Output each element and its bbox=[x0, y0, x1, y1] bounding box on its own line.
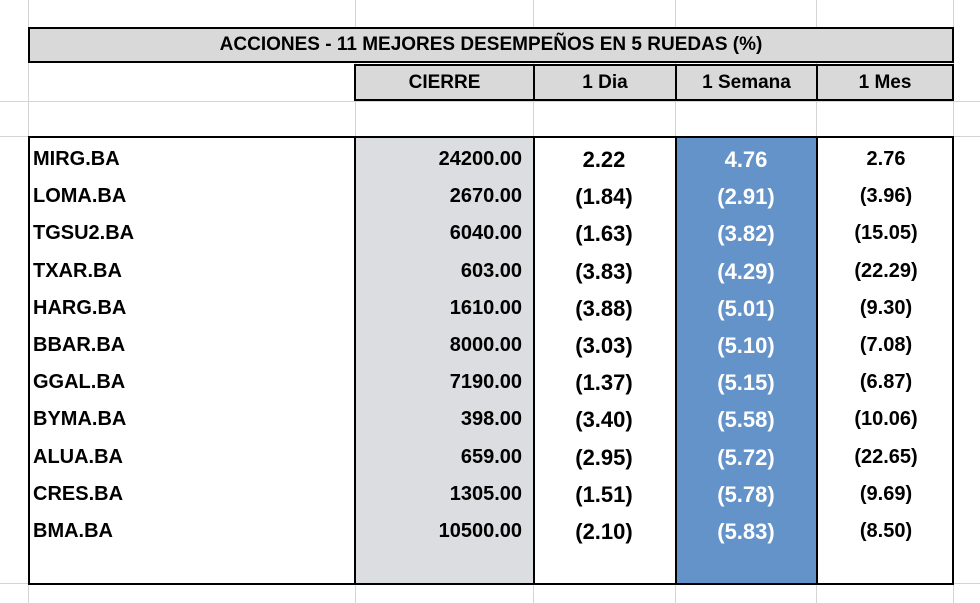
gridline bbox=[0, 101, 980, 102]
cell-ticker: GGAL.BA bbox=[33, 371, 126, 394]
ticker-column bbox=[28, 136, 356, 585]
cell-ticker: HARG.BA bbox=[33, 296, 127, 319]
cell-mes: (15.05) bbox=[854, 222, 918, 245]
cell-mes: (7.08) bbox=[859, 334, 913, 356]
cell-ticker: TXAR.BA bbox=[33, 259, 122, 282]
cell-ticker: BYMA.BA bbox=[33, 408, 127, 431]
header-cierre: CIERRE bbox=[354, 64, 535, 101]
cell-cierre: 10500.00 bbox=[438, 520, 522, 542]
cell-dia: 2.22 bbox=[582, 147, 626, 172]
cell-semana: (5.78) bbox=[717, 481, 775, 507]
cell-ticker: TGSU2.BA bbox=[33, 222, 135, 245]
cell-cierre: 1305.00 bbox=[449, 482, 522, 505]
cell-mes: (6.87) bbox=[859, 371, 913, 394]
cell-semana: (5.01) bbox=[717, 295, 775, 321]
cell-mes: (3.96) bbox=[859, 185, 913, 208]
cell-semana: (5.15) bbox=[717, 370, 775, 396]
header-1-dia: 1 Dia bbox=[533, 64, 677, 101]
cell-cierre: 8000.00 bbox=[449, 334, 522, 356]
cell-ticker: ALUA.BA bbox=[33, 445, 123, 468]
cell-dia: (1.63) bbox=[575, 221, 633, 247]
mes-column bbox=[816, 136, 954, 585]
cell-dia: (3.03) bbox=[575, 333, 633, 358]
cell-mes: (9.69) bbox=[859, 482, 913, 505]
cell-semana: (4.29) bbox=[717, 258, 775, 284]
dia-column bbox=[533, 136, 677, 585]
cell-mes: (9.30) bbox=[859, 296, 913, 319]
header-1-mes: 1 Mes bbox=[816, 64, 954, 101]
cell-dia: (3.83) bbox=[575, 258, 633, 284]
semana-column bbox=[675, 136, 818, 585]
cell-ticker: CRES.BA bbox=[33, 482, 124, 505]
cierre-column bbox=[354, 136, 535, 585]
cell-cierre: 2670.00 bbox=[449, 185, 522, 208]
cell-semana: (2.91) bbox=[717, 184, 775, 210]
cell-ticker: BBAR.BA bbox=[33, 334, 126, 356]
cell-cierre: 6040.00 bbox=[449, 222, 522, 245]
cell-cierre: 7190.00 bbox=[449, 371, 522, 394]
cell-mes: (10.06) bbox=[854, 408, 918, 431]
cell-dia: (2.10) bbox=[575, 519, 633, 544]
cell-cierre: 1610.00 bbox=[449, 296, 522, 319]
cell-cierre: 24200.00 bbox=[438, 148, 522, 170]
cell-mes: (22.65) bbox=[854, 445, 918, 468]
cell-dia: (3.88) bbox=[575, 295, 633, 321]
cell-mes: (22.29) bbox=[854, 259, 918, 282]
cell-dia: (3.40) bbox=[575, 407, 633, 433]
cell-semana: (3.82) bbox=[717, 221, 775, 247]
cell-semana: (5.83) bbox=[717, 519, 775, 544]
cell-semana: (5.58) bbox=[717, 407, 775, 433]
cell-cierre: 398.00 bbox=[460, 408, 522, 431]
cell-mes: 2.76 bbox=[866, 148, 906, 170]
cell-dia: (2.95) bbox=[575, 444, 633, 470]
cell-dia: (1.84) bbox=[575, 184, 633, 210]
cell-semana: (5.10) bbox=[717, 333, 775, 358]
cell-dia: (1.51) bbox=[575, 481, 633, 507]
cell-dia: (1.37) bbox=[575, 370, 633, 396]
cell-semana: (5.72) bbox=[717, 444, 775, 470]
cell-cierre: 659.00 bbox=[460, 445, 522, 468]
cell-ticker: LOMA.BA bbox=[33, 185, 127, 208]
cell-mes: (8.50) bbox=[859, 520, 913, 542]
header-1-semana: 1 Semana bbox=[675, 64, 818, 101]
cell-cierre: 603.00 bbox=[460, 259, 522, 282]
table-title: ACCIONES - 11 MEJORES DESEMPEÑOS EN 5 RU… bbox=[28, 27, 954, 63]
cell-ticker: BMA.BA bbox=[33, 520, 113, 542]
cell-semana: 4.76 bbox=[724, 147, 768, 172]
cell-ticker: MIRG.BA bbox=[33, 148, 120, 170]
